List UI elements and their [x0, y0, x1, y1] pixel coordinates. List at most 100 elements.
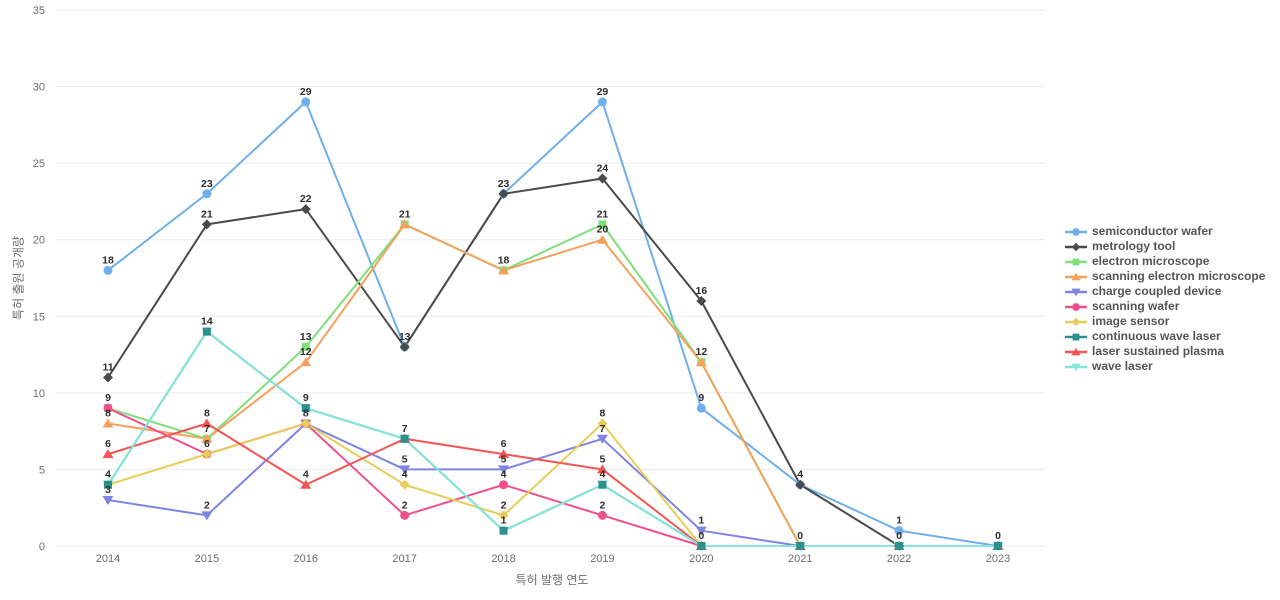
- data-point-image-sensor[interactable]: [597, 418, 608, 429]
- data-point-image-sensor[interactable]: [300, 418, 311, 429]
- data-point-scanning-electron-microscope[interactable]: [201, 433, 213, 443]
- data-point-continuous-wave-laser[interactable]: [104, 480, 112, 489]
- data-point-semiconductor-wafer[interactable]: [696, 403, 706, 413]
- data-label: 24: [597, 162, 609, 174]
- data-label: 2: [501, 499, 507, 511]
- legend-marker-scanning-wafer: [1065, 302, 1087, 311]
- data-label: 8: [303, 407, 309, 419]
- legend-item-continuous-wave-laser[interactable]: continuous wave laser: [1065, 329, 1265, 344]
- data-point-continuous-wave-laser[interactable]: [697, 542, 706, 550]
- legend: semiconductor wafer metrology tool electro…: [1065, 224, 1265, 374]
- data-label: 18: [102, 254, 114, 266]
- data-point-electron-microscope[interactable]: [598, 220, 607, 229]
- series-line-semiconductor-wafer: [107, 100, 999, 547]
- data-point-charge-coupled-device[interactable]: [695, 526, 707, 536]
- data-point-metrology-tool[interactable]: [103, 372, 113, 383]
- data-point-continuous-wave-laser[interactable]: [301, 404, 310, 413]
- data-point-semiconductor-wafer[interactable]: [202, 189, 212, 199]
- legend-marker-charge-coupled-device: [1065, 288, 1087, 296]
- data-point-laser-sustained-plasma[interactable]: [102, 449, 114, 459]
- data-point-image-sensor[interactable]: [201, 449, 212, 460]
- data-point-continuous-wave-laser[interactable]: [202, 327, 211, 336]
- data-point-metrology-tool[interactable]: [201, 219, 212, 230]
- data-point-laser-sustained-plasma[interactable]: [300, 479, 312, 489]
- data-point-electron-microscope[interactable]: [301, 342, 310, 351]
- legend-label: charge coupled device: [1092, 284, 1222, 298]
- data-point-continuous-wave-laser[interactable]: [499, 526, 508, 535]
- legend-item-laser-sustained-plasma[interactable]: laser sustained plasma: [1065, 344, 1265, 359]
- data-point-charge-coupled-device[interactable]: [399, 465, 411, 475]
- legend-label: electron microscope: [1092, 254, 1210, 268]
- data-label: 2: [402, 499, 408, 511]
- legend-item-wave-laser[interactable]: wave laser: [1065, 359, 1265, 374]
- data-label: 7: [600, 423, 606, 435]
- data-point-continuous-wave-laser[interactable]: [895, 542, 904, 550]
- data-point-semiconductor-wafer[interactable]: [301, 97, 311, 107]
- data-point-metrology-tool[interactable]: [795, 479, 806, 490]
- data-point-charge-coupled-device[interactable]: [498, 465, 510, 475]
- data-label: 21: [597, 208, 609, 220]
- data-point-charge-coupled-device[interactable]: [201, 511, 213, 521]
- data-point-scanning-wafer[interactable]: [597, 510, 607, 520]
- data-point-semiconductor-wafer[interactable]: [103, 265, 113, 275]
- data-label: 7: [204, 423, 210, 435]
- legend-item-scanning-wafer[interactable]: scanning wafer: [1065, 299, 1265, 314]
- x-tick-label: 2017: [392, 553, 416, 565]
- legend-item-image-sensor[interactable]: image sensor: [1065, 314, 1265, 329]
- series-line-laser-sustained-plasma: [107, 422, 999, 547]
- data-label: 13: [399, 331, 411, 343]
- x-tick-label: 2014: [96, 553, 120, 565]
- legend-item-charge-coupled-device[interactable]: charge coupled device: [1065, 284, 1265, 299]
- data-point-scanning-electron-microscope[interactable]: [102, 418, 114, 428]
- data-label: 23: [498, 178, 510, 190]
- data-label: 12: [300, 346, 312, 358]
- data-label: 5: [501, 453, 507, 465]
- data-point-scanning-electron-microscope[interactable]: [399, 219, 411, 229]
- legend-item-electron-microscope[interactable]: electron microscope: [1065, 254, 1265, 269]
- data-point-semiconductor-wafer[interactable]: [894, 526, 904, 536]
- series-line-wave-laser: [107, 330, 999, 547]
- data-point-laser-sustained-plasma[interactable]: [498, 449, 510, 459]
- data-label: 4: [797, 469, 803, 481]
- data-label: 13: [300, 331, 312, 343]
- data-point-scanning-electron-microscope[interactable]: [596, 234, 608, 244]
- data-label: 4: [600, 469, 606, 481]
- x-tick-label: 2022: [887, 553, 911, 565]
- data-point-metrology-tool[interactable]: [300, 204, 311, 215]
- data-point-charge-coupled-device[interactable]: [102, 496, 114, 506]
- data-point-semiconductor-wafer[interactable]: [597, 97, 607, 107]
- data-point-scanning-electron-microscope[interactable]: [695, 357, 707, 367]
- data-point-continuous-wave-laser[interactable]: [400, 434, 409, 443]
- series-line-scanning-electron-microscope: [107, 223, 802, 547]
- y-tick-label: 25: [33, 158, 45, 170]
- data-point-continuous-wave-laser[interactable]: [598, 480, 607, 489]
- data-point-scanning-wafer[interactable]: [103, 403, 113, 413]
- data-point-continuous-wave-laser[interactable]: [796, 542, 805, 550]
- x-tick-label: 2019: [590, 553, 614, 565]
- data-label: 6: [501, 438, 507, 450]
- data-point-scanning-wafer[interactable]: [400, 510, 410, 520]
- legend-label: scanning wafer: [1092, 299, 1180, 313]
- data-point-metrology-tool[interactable]: [696, 295, 707, 306]
- legend-item-metrology-tool[interactable]: metrology tool: [1065, 239, 1265, 254]
- legend-label: laser sustained plasma: [1092, 344, 1225, 358]
- data-point-scanning-electron-microscope[interactable]: [498, 265, 510, 275]
- legend-item-scanning-electron-microscope[interactable]: scanning electron microscope: [1065, 269, 1265, 284]
- data-point-scanning-electron-microscope[interactable]: [300, 357, 312, 367]
- data-point-scanning-wafer[interactable]: [499, 480, 509, 490]
- data-point-laser-sustained-plasma[interactable]: [201, 418, 213, 428]
- data-label: 0: [797, 530, 803, 542]
- data-point-continuous-wave-laser[interactable]: [994, 542, 1002, 550]
- legend-item-semiconductor-wafer[interactable]: semiconductor wafer: [1065, 224, 1265, 239]
- x-axis-title: 특허 발행 연도: [515, 573, 589, 587]
- data-point-laser-sustained-plasma[interactable]: [596, 464, 608, 474]
- data-point-image-sensor[interactable]: [498, 510, 509, 521]
- data-point-image-sensor[interactable]: [399, 479, 410, 490]
- data-point-charge-coupled-device[interactable]: [596, 434, 608, 444]
- data-point-metrology-tool[interactable]: [597, 173, 608, 184]
- data-point-metrology-tool[interactable]: [399, 341, 410, 352]
- data-label: 8: [204, 407, 210, 419]
- series-line-electron-microscope: [107, 223, 802, 547]
- data-point-metrology-tool[interactable]: [498, 188, 509, 199]
